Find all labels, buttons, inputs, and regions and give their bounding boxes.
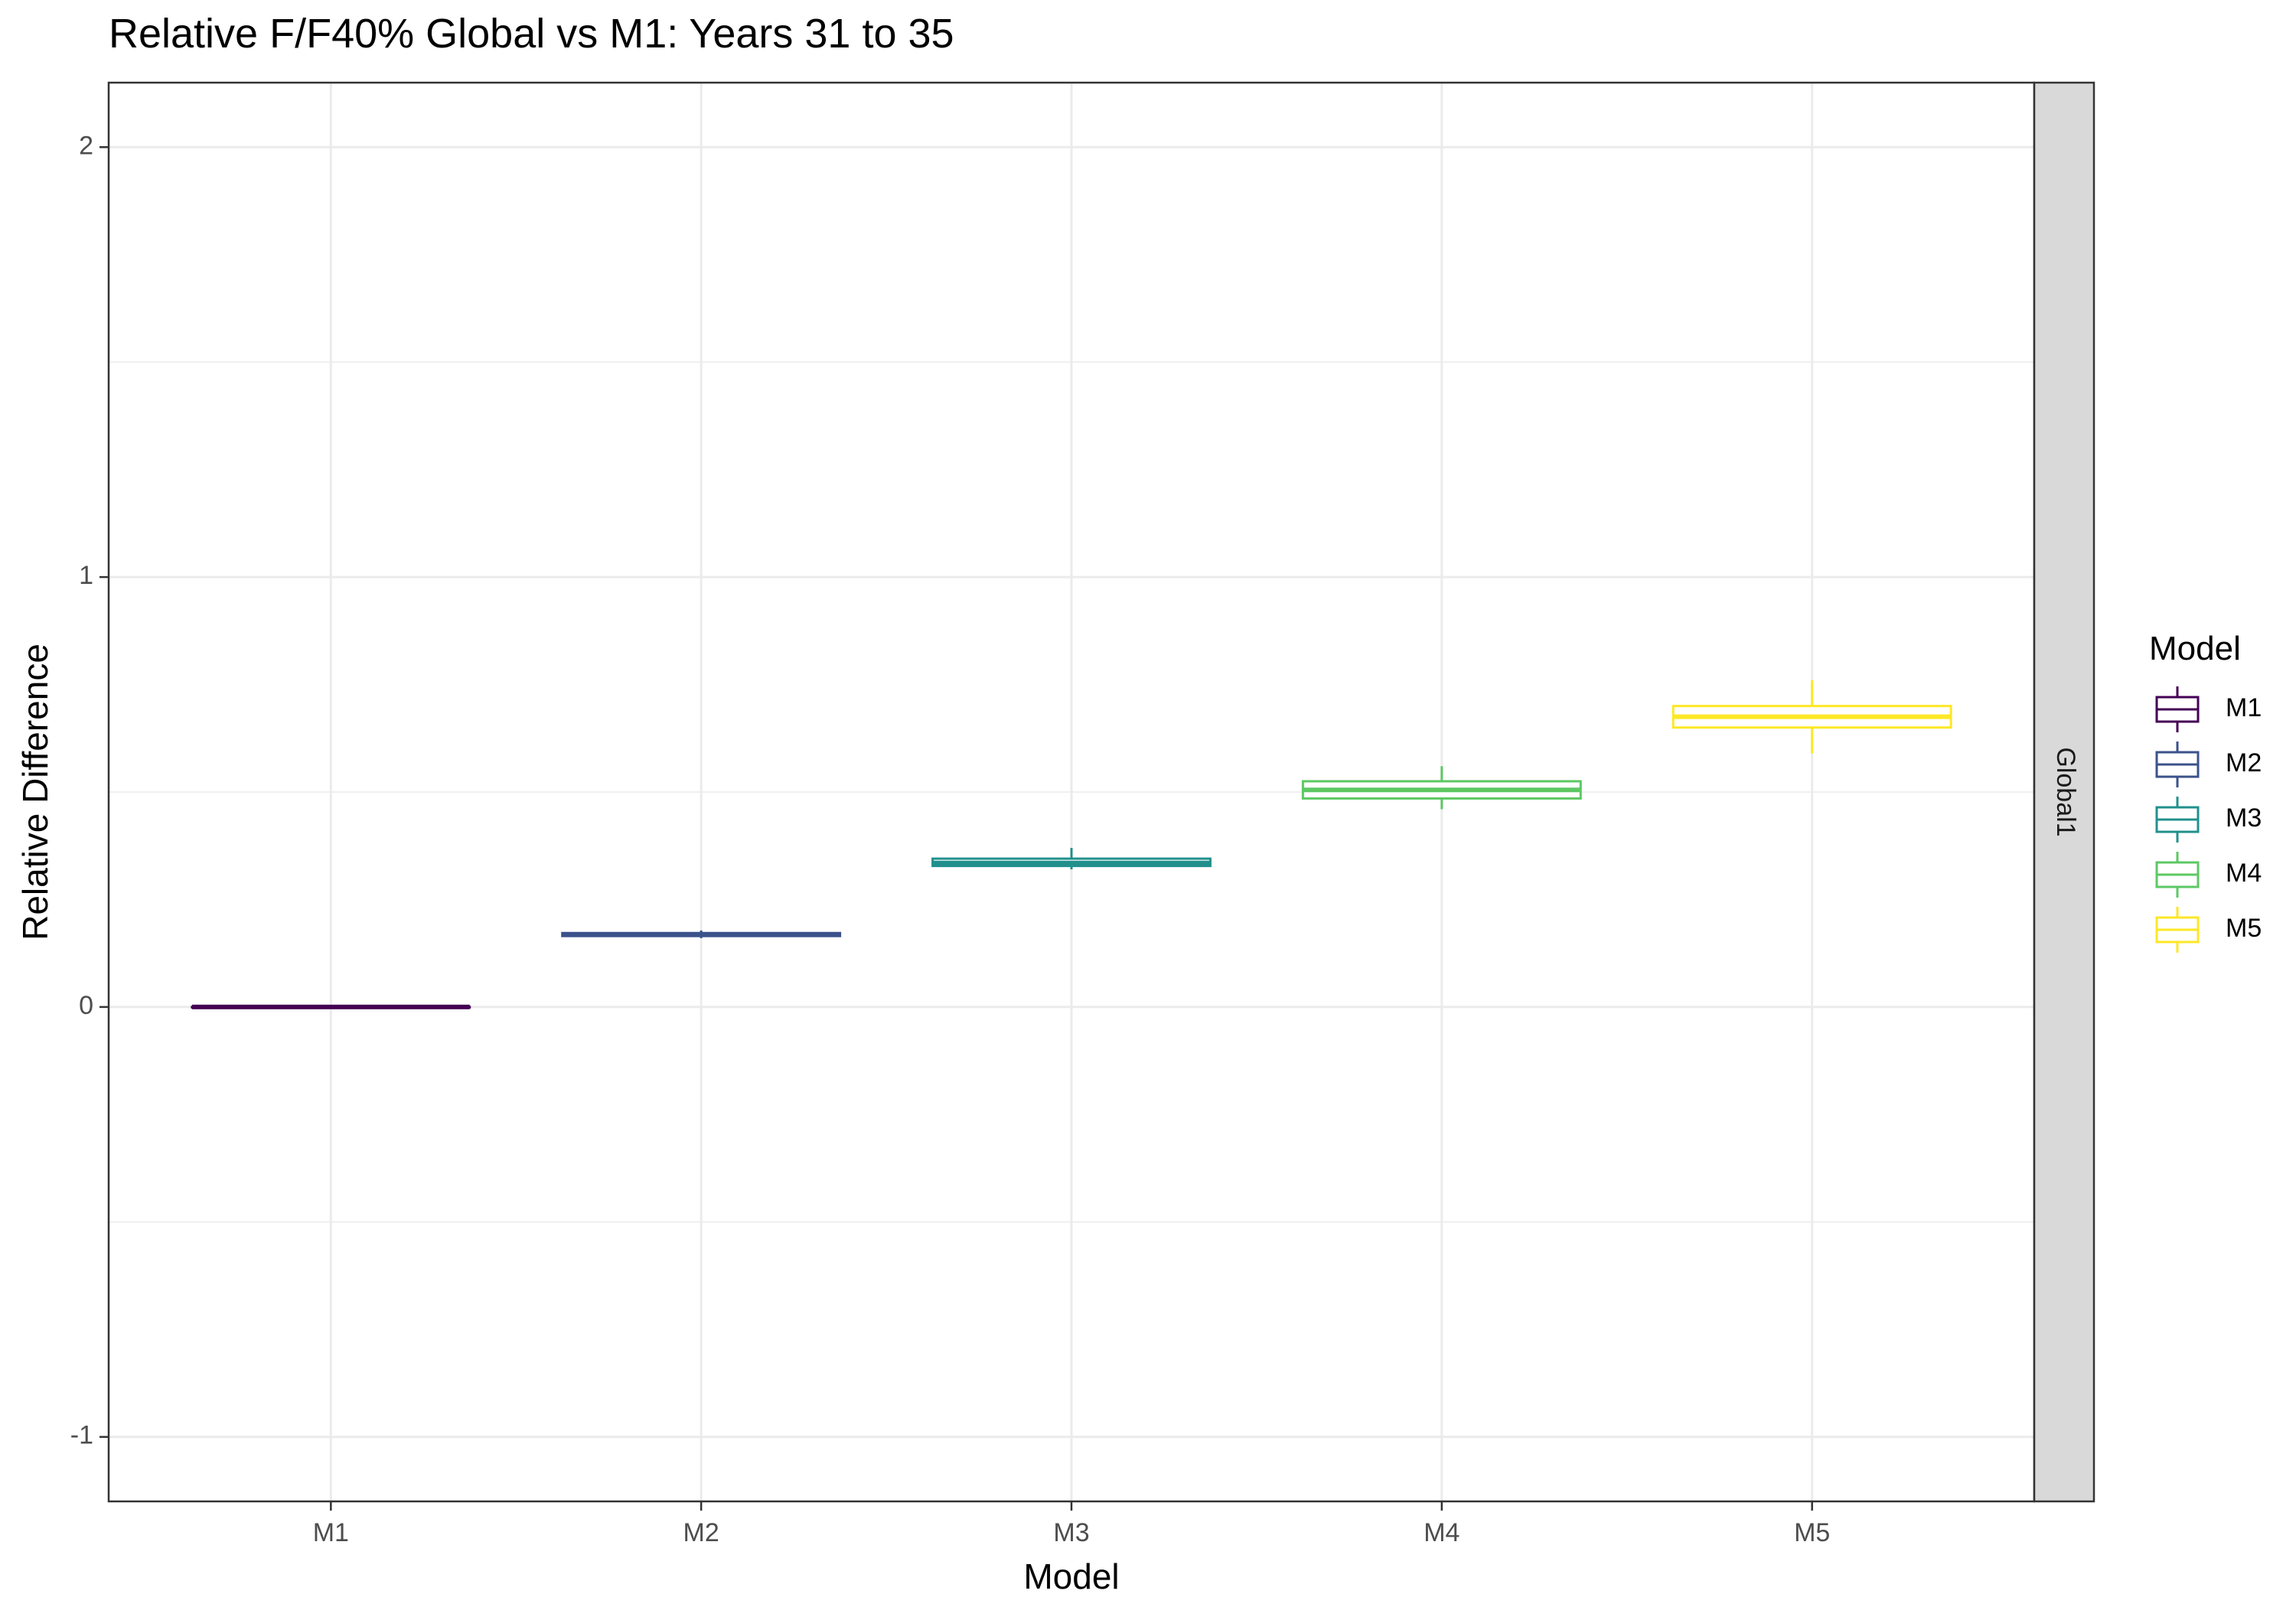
legend-label: M1 [2226,693,2262,722]
facet-strip-label: Global1 [2051,747,2080,836]
legend-label: M3 [2226,804,2262,833]
boxplot-m4 [1301,766,1582,810]
y-tick-label: 1 [79,561,93,590]
boxplot-m1 [191,1004,471,1009]
boxplot-m3 [931,848,1212,870]
x-tick-label: M5 [1794,1518,1830,1547]
legend-label: M2 [2226,748,2262,777]
legend-item-m3: M3 [2155,797,2262,843]
boxplot-m5 [1671,680,1952,754]
legend: Model M1 M2 M3 M4 M5 [2149,630,2262,953]
x-tick-label: M4 [1424,1518,1459,1547]
boxplot-m2 [561,930,842,939]
legend-item-m1: M1 [2155,686,2262,732]
legend-item-m5: M5 [2155,907,2262,953]
x-tick-label: M2 [683,1518,719,1547]
legend-label: M4 [2226,859,2262,888]
x-tick-label: M3 [1053,1518,1089,1547]
y-tick-label: 0 [79,991,93,1020]
box-plots [191,680,1952,1009]
legend-title: Model [2149,630,2241,667]
y-tick-label: 2 [79,131,93,160]
legend-item-m2: M2 [2155,742,2262,787]
y-axis-ticks: -1 0 1 2 [70,131,109,1450]
x-tick-label: M1 [313,1518,349,1547]
y-axis-label: Relative Difference [15,644,55,940]
x-axis-label: Model [1023,1556,1119,1596]
y-tick-label: -1 [70,1421,93,1450]
facet-strip [2033,81,2095,1503]
x-axis-ticks: M1 M2 M3 M4 M5 [313,1501,1830,1547]
legend-label: M5 [2226,914,2262,943]
chart-title: Relative F/F40% Global vs M1: Years 31 t… [109,11,954,57]
legend-items: M1 M2 M3 M4 M5 [2155,686,2262,953]
legend-item-m4: M4 [2155,852,2262,898]
